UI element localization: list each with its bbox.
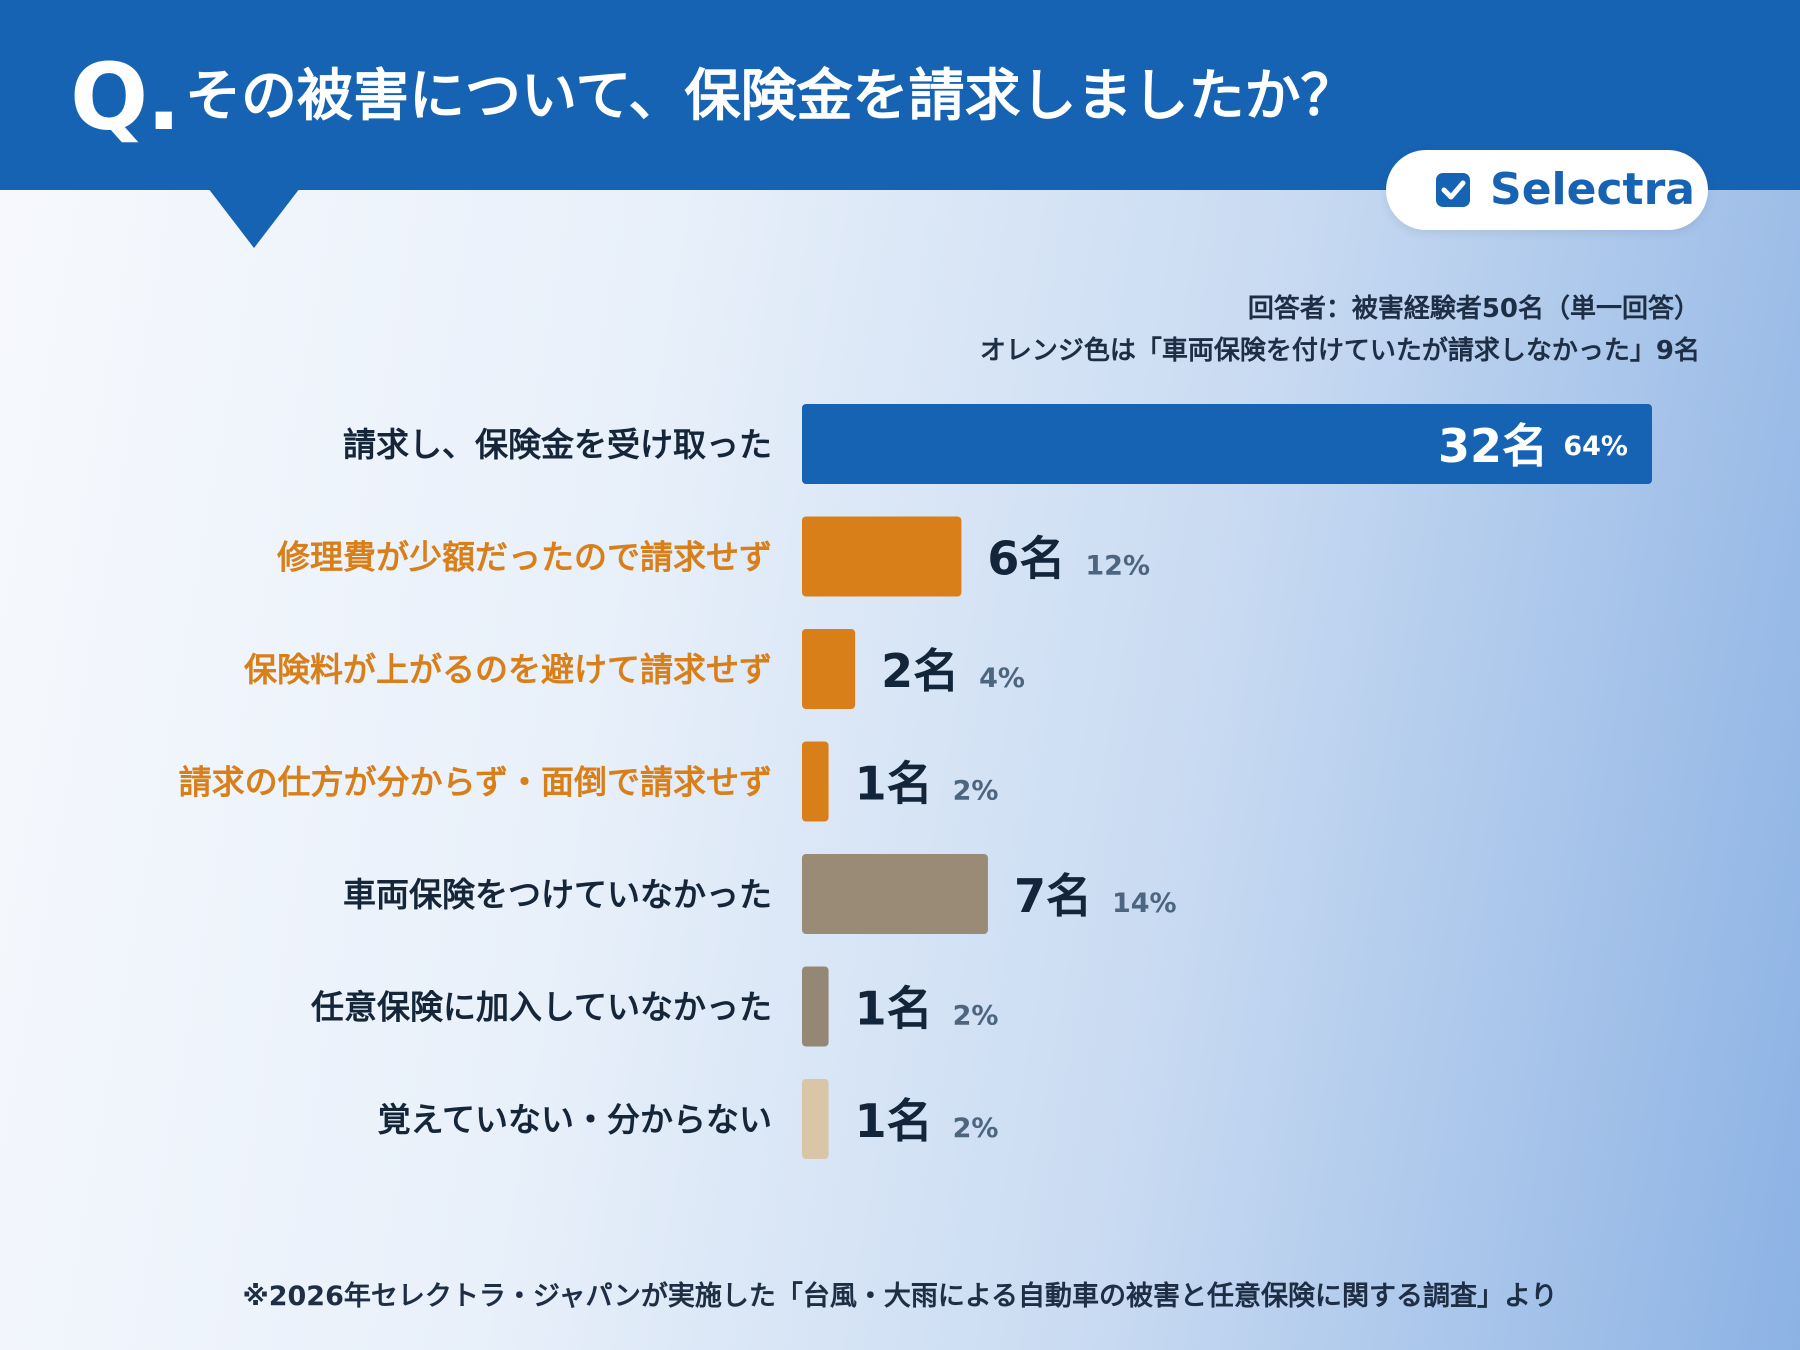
question-title: その被害について、保険金を請求しましたか？ [185,64,1357,129]
category-label: 車両保険をつけていなかった [343,875,772,914]
bar [802,516,962,597]
category-label: 保険料が上がるのを避けて請求せず [244,650,772,689]
count-label: 1名 [855,1094,933,1148]
brand-logo: Selectra [1386,150,1708,230]
percent-label: 64% [1563,431,1628,462]
source-footnote: ※2026年セレクトラ・ジャパンが実施した「台風・大雨による自動車の被害と任意保… [242,1281,1558,1312]
category-label: 請求し、保険金を受け取った [343,425,772,464]
chart-notes: 回答者：被害経験者50名（単一回答） オレンジ色は「車両保険を付けていたが請求し… [980,288,1700,372]
bar [802,966,829,1047]
respondents-note: 回答者：被害経験者50名（単一回答） [1247,294,1700,324]
count-label: 2名 [881,644,959,698]
percent-label: 14% [1112,888,1177,919]
percent-label: 2% [953,1001,999,1032]
category-label: 請求の仕方が分からず・面倒で請求せず [179,763,772,802]
bar [802,1079,829,1159]
percent-label: 4% [979,663,1025,694]
bar [802,854,988,934]
percent-label: 12% [1085,551,1150,582]
bar [802,629,856,709]
count-label: 7名 [1014,869,1092,923]
count-label: 6名 [987,532,1065,586]
header-banner: Q. その被害について、保険金を請求しましたか？ [0,0,1800,190]
category-label: 覚えていない・分からない [378,1100,772,1139]
category-label: 修理費が少額だったので請求せず [276,538,772,577]
percent-label: 2% [953,776,999,807]
count-label: 1名 [855,757,933,811]
check-square-icon [1436,173,1470,207]
brand-name: Selectra [1490,164,1695,215]
percent-label: 2% [953,1113,999,1144]
bar [802,404,1652,484]
question-mark-label: Q. [70,44,181,151]
count-label: 1名 [855,982,933,1036]
category-label: 任意保険に加入していなかった [311,988,772,1027]
bar [802,741,829,822]
orange-color-note: オレンジ色は「車両保険を付けていたが請求しなかった」9名 [979,336,1700,366]
header-pointer [208,188,300,248]
count-label: 32名 [1438,419,1548,473]
